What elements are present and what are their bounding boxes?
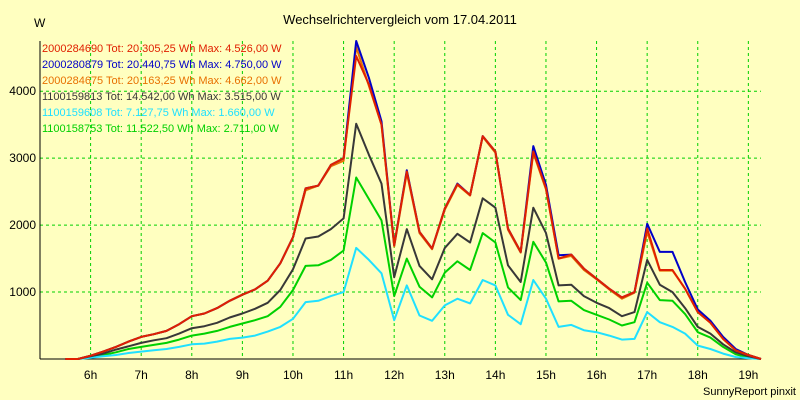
x-tick-label: 13h: [435, 368, 455, 382]
y-tick-label: 2000: [9, 218, 36, 232]
chart-title: Wechselrichtervergleich vom 17.04.2011: [283, 12, 517, 27]
x-tick-label: 16h: [587, 368, 607, 382]
legend-entry-1100158753: 1100158753 Tot: 11.522,50 Wh Max: 2.711,…: [42, 123, 280, 135]
axes: [39, 41, 761, 360]
series-line-1100159813: [65, 122, 762, 360]
footer-credit: SunnyReport pinxit: [703, 386, 796, 398]
series-line-1100159608: [65, 246, 762, 360]
y-axis-unit: W: [34, 16, 46, 30]
x-tick-label: 8h: [185, 368, 198, 382]
series-line-1100158753: [65, 176, 762, 360]
legend-entry-1100159608: 1100159608 Tot: 7.127,75 Wh Max: 1.660,0…: [42, 107, 275, 119]
x-tick-label: 9h: [236, 368, 249, 382]
ticks: 1000 2000 3000 4000 6h 7h 8h 9h 10h 11h 12h 13h 14h 1…: [9, 84, 758, 382]
x-tick-label: 19h: [738, 368, 758, 382]
series-lines: [65, 40, 762, 360]
plot-area: [40, 41, 761, 359]
x-tick-label: 14h: [485, 368, 505, 382]
x-tick-label: 17h: [637, 368, 657, 382]
legend-entry-2000280879: 2000280879 Tot: 20.440,75 Wh Max: 4.750,…: [42, 59, 282, 71]
y-tick-label: 4000: [9, 84, 36, 98]
y-tick-label: 3000: [9, 151, 36, 165]
series-line-2000284690: [65, 55, 762, 360]
y-tick-label: 1000: [9, 285, 36, 299]
x-tick-label: 11h: [334, 368, 353, 382]
x-tick-label: 7h: [135, 368, 148, 382]
x-tick-label: 6h: [84, 368, 97, 382]
legend-entry-1100159813: 1100159813 Tot: 14.542,00 Wh Max: 3.515,…: [42, 91, 281, 103]
x-tick-label: 18h: [688, 368, 708, 382]
legend-entry-2000284690: 2000284690 Tot: 20.305,25 Wh Max: 4.526,…: [42, 43, 282, 55]
legend: 2000284690 Tot: 20.305,25 Wh Max: 4.526,…: [42, 43, 282, 135]
grid: [40, 41, 761, 359]
x-tick-label: 15h: [536, 368, 556, 382]
x-tick-label: 12h: [384, 368, 404, 382]
legend-entry-2000284675: 2000284675 Tot: 20.163,25 Wh Max: 4.662,…: [42, 75, 282, 87]
x-tick-label: 10h: [283, 368, 303, 382]
